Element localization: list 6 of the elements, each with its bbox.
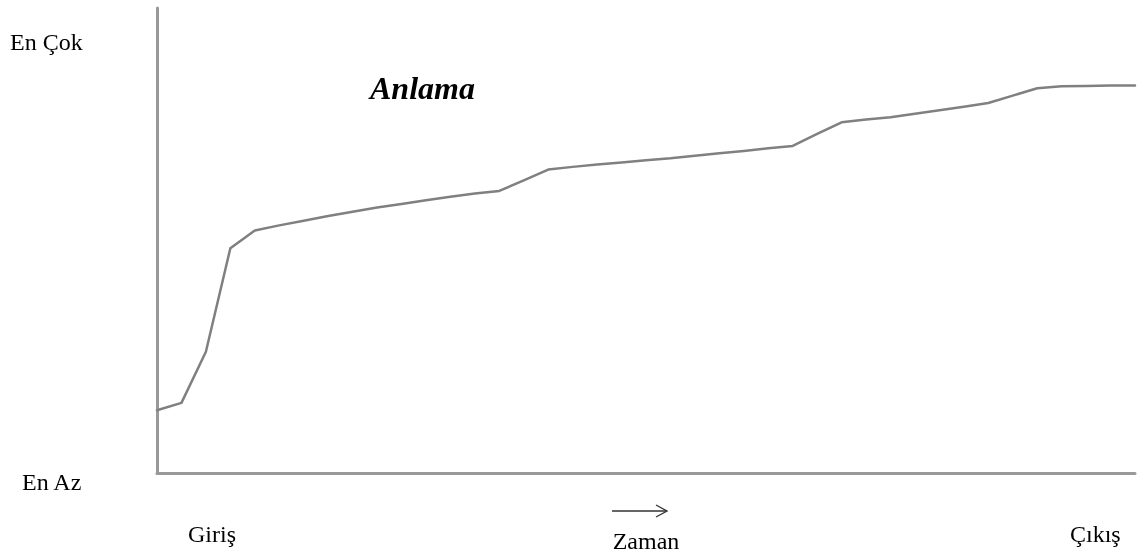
annotation: Anlama xyxy=(368,70,475,106)
text: Giriş xyxy=(188,521,236,547)
x-axis-title: Zaman xyxy=(612,528,680,554)
text: En Çok xyxy=(10,29,83,55)
text: En Az xyxy=(22,469,82,495)
text: Çıkış xyxy=(1070,521,1121,547)
